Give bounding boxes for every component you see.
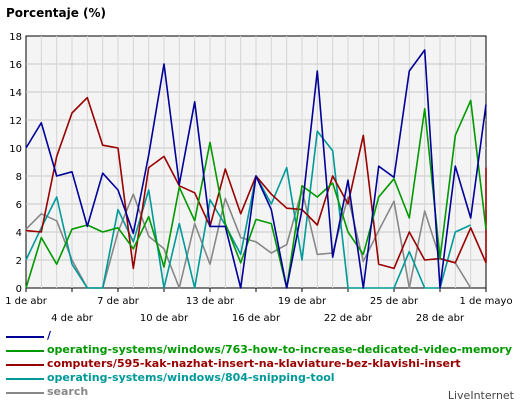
x-tick-label: 28 de abr bbox=[416, 313, 465, 324]
legend-swatch bbox=[6, 378, 44, 380]
y-tick-label: 0 bbox=[16, 284, 22, 295]
y-tick-label: 12 bbox=[9, 116, 22, 127]
grid-lines bbox=[26, 36, 486, 288]
series-line-0 bbox=[25, 49, 487, 289]
legend-label: operating-systems/windows/804-snipping-t… bbox=[47, 371, 335, 384]
y-tick-label: 10 bbox=[9, 144, 22, 155]
legend-label: search bbox=[47, 385, 89, 398]
x-tick-label: 1 de abr bbox=[5, 296, 48, 307]
liveinternet-brand[interactable]: LiveInternet bbox=[447, 389, 514, 402]
x-tick-label: 1 de mayo bbox=[459, 296, 512, 307]
legend-item-insert-key[interactable]: computers/595-kak-nazhat-insert-na-klavi… bbox=[6, 357, 516, 371]
legend-item-snipping-tool[interactable]: operating-systems/windows/804-snipping-t… bbox=[6, 371, 516, 385]
x-tick-label: 10 de abr bbox=[140, 313, 189, 324]
x-tick-label: 7 de abr bbox=[97, 296, 140, 307]
series-line-1 bbox=[25, 99, 487, 289]
x-tick-label: 22 de abr bbox=[324, 313, 373, 324]
x-tick-label: 13 de abr bbox=[186, 296, 235, 307]
legend-swatch bbox=[6, 350, 44, 352]
legend-swatch bbox=[6, 392, 44, 394]
y-tick-label: 2 bbox=[16, 256, 22, 267]
y-tick-label: 6 bbox=[16, 200, 22, 211]
legend: / operating-systems/windows/763-how-to-i… bbox=[6, 329, 516, 400]
series-line-3 bbox=[25, 130, 472, 289]
legend-label: / bbox=[47, 329, 52, 342]
y-tick-label: 8 bbox=[16, 172, 22, 183]
x-tick-label: 19 de abr bbox=[278, 296, 327, 307]
legend-item-root[interactable]: / bbox=[6, 329, 516, 343]
y-tick-label: 14 bbox=[9, 88, 22, 99]
y-tick-label: 16 bbox=[9, 60, 22, 71]
y-tick-label: 4 bbox=[16, 228, 22, 239]
x-tick-label: 25 de abr bbox=[370, 296, 419, 307]
x-axis: 1 de abr 7 de abr 13 de abr 19 de abr 25 de … bbox=[5, 288, 513, 324]
legend-item-video-memory[interactable]: operating-systems/windows/763-how-to-inc… bbox=[6, 343, 516, 357]
legend-swatch bbox=[6, 364, 44, 366]
chart-title: Porcentaje (%) bbox=[6, 6, 106, 20]
legend-swatch bbox=[6, 336, 44, 338]
line-chart: Porcentaje (%) 0 2 4 6 8 10 12 14 16 18 1 de abr 7… bbox=[5, 6, 513, 324]
y-tick-label: 18 bbox=[9, 32, 22, 43]
legend-item-search[interactable]: search bbox=[6, 385, 516, 399]
x-tick-label: 16 de abr bbox=[232, 313, 281, 324]
legend-label: computers/595-kak-nazhat-insert-na-klavi… bbox=[47, 357, 461, 370]
legend-label: operating-systems/windows/763-how-to-inc… bbox=[47, 343, 513, 356]
series-line-2 bbox=[25, 96, 487, 270]
y-axis: 0 2 4 6 8 10 12 14 16 18 bbox=[9, 32, 22, 295]
x-tick-label: 4 de abr bbox=[51, 313, 94, 324]
series-layer bbox=[25, 49, 487, 289]
